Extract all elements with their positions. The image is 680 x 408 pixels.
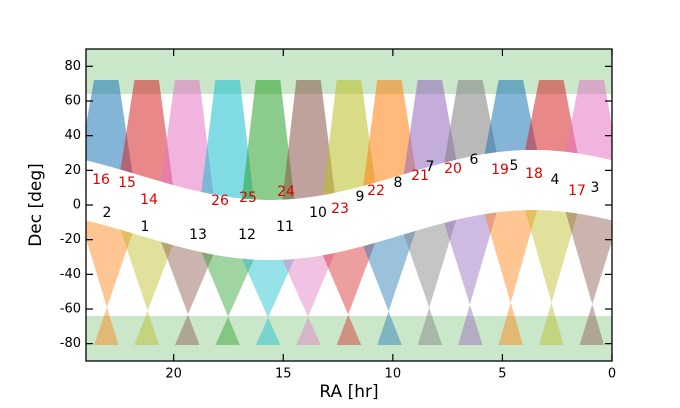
y-tick-label: -20	[60, 232, 81, 247]
sector-label: 16	[92, 172, 110, 188]
sector-north	[282, 80, 335, 200]
sector-south	[322, 242, 376, 345]
y-tick-label: 60	[64, 94, 81, 109]
sector-label: 18	[525, 166, 543, 182]
x-tick-label: 5	[498, 367, 506, 382]
y-tick-label: -40	[60, 267, 81, 282]
y-tick-label: 80	[64, 59, 81, 74]
sector-south	[565, 211, 612, 345]
sector-label: 22	[367, 183, 385, 199]
sector-south	[86, 220, 133, 345]
y-tick-label: 20	[64, 163, 81, 178]
sector-north	[525, 80, 578, 154]
sector-south	[363, 230, 416, 345]
sector-label: 9	[356, 189, 365, 205]
sector-south	[484, 210, 538, 345]
sector-north	[86, 80, 133, 174]
sector-south	[525, 210, 578, 345]
sector-label: 1	[141, 219, 150, 235]
sector-south	[201, 252, 254, 345]
sector-north	[201, 80, 254, 200]
sector-north	[444, 80, 497, 163]
sector-north	[565, 80, 612, 161]
sector-label: 21	[411, 168, 429, 184]
x-tick-label: 15	[275, 367, 292, 382]
sector-label: 20	[444, 161, 462, 177]
sector-label: 24	[277, 184, 295, 200]
sector-label: 14	[140, 192, 158, 208]
sector-south	[120, 229, 173, 345]
sector-label: 4	[551, 172, 560, 188]
y-tick-label: -60	[60, 302, 81, 317]
sector-label: 5	[510, 158, 519, 174]
ecliptic-gap	[86, 150, 612, 260]
sector-label: 6	[470, 152, 479, 168]
sector-label: 25	[239, 190, 257, 206]
sector-label: 15	[118, 175, 136, 191]
x-tick-label: 20	[165, 367, 182, 382]
sector-label: 17	[568, 183, 586, 199]
sector-south	[160, 241, 214, 345]
sector-south	[282, 252, 335, 345]
sector-north	[241, 80, 295, 200]
coverage	[86, 49, 612, 361]
sector-label: 11	[276, 219, 294, 235]
y-tick-label: 0	[73, 198, 81, 213]
sky-wash	[86, 316, 612, 361]
sector-north	[120, 80, 173, 185]
sector-label: 23	[331, 201, 349, 217]
x-tick-label: 0	[608, 367, 616, 382]
sector-north	[363, 80, 416, 187]
sector-label: 13	[189, 227, 207, 243]
x-axis-label: RA [hr]	[319, 382, 378, 402]
sector-label: 19	[491, 162, 509, 178]
sector-label: 7	[426, 159, 435, 175]
sector-north	[160, 80, 214, 195]
sector-label: 10	[309, 205, 327, 221]
sector-north	[403, 80, 457, 175]
x-tick-label: 10	[385, 367, 402, 382]
sector-north	[322, 80, 376, 196]
sector-south	[444, 212, 497, 345]
sector-south	[403, 219, 457, 345]
sector-label: 2	[103, 205, 112, 221]
y-tick-label: 40	[64, 128, 81, 143]
sector-label: 8	[394, 175, 403, 191]
sector-label: 3	[591, 180, 600, 196]
sector-label: 12	[238, 227, 256, 243]
y-tick-label: -80	[60, 336, 81, 351]
sector-south	[241, 258, 295, 345]
y-axis-label: Dec [deg]	[26, 163, 46, 247]
sector-north	[484, 80, 538, 155]
sector-label: 26	[211, 193, 229, 209]
